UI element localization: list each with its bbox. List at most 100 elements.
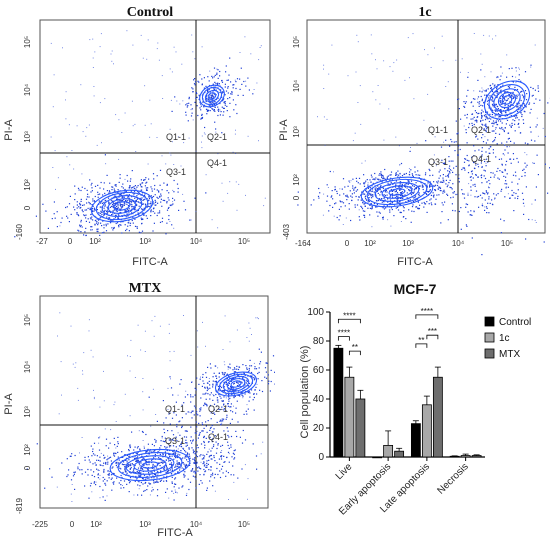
event-dot bbox=[215, 107, 216, 108]
event-dot bbox=[186, 493, 187, 494]
event-dot bbox=[96, 229, 97, 230]
event-dot bbox=[502, 85, 503, 86]
event-dot bbox=[105, 200, 106, 201]
event-dot bbox=[337, 217, 338, 218]
event-dot bbox=[264, 377, 265, 378]
event-dot bbox=[532, 162, 533, 163]
event-dot bbox=[437, 185, 438, 186]
event-dot bbox=[88, 196, 89, 197]
event-dot bbox=[211, 392, 212, 393]
event-dot bbox=[141, 35, 142, 36]
event-dot bbox=[381, 175, 382, 176]
event-dot bbox=[152, 191, 153, 192]
event-dot bbox=[131, 187, 132, 188]
event-dot bbox=[352, 193, 353, 194]
event-dot bbox=[241, 468, 242, 469]
event-dot bbox=[444, 168, 445, 169]
event-dot bbox=[229, 453, 230, 454]
event-dot bbox=[324, 116, 325, 117]
event-dot bbox=[368, 188, 369, 189]
event-dot bbox=[406, 173, 407, 174]
event-dot bbox=[100, 102, 101, 103]
event-dot bbox=[130, 477, 131, 478]
event-dot bbox=[168, 460, 169, 461]
event-dot bbox=[534, 163, 535, 164]
event-dot bbox=[266, 372, 267, 373]
event-dot bbox=[141, 183, 142, 184]
event-dot bbox=[192, 113, 193, 114]
event-dot bbox=[114, 404, 115, 405]
event-dot bbox=[91, 446, 92, 447]
event-dot bbox=[94, 208, 95, 209]
event-dot bbox=[229, 97, 230, 98]
event-dot bbox=[98, 443, 99, 444]
event-dot bbox=[481, 110, 482, 111]
event-dot bbox=[81, 469, 82, 470]
event-dot bbox=[116, 478, 117, 479]
event-dot bbox=[160, 202, 161, 203]
event-dot bbox=[233, 152, 234, 153]
event-dot bbox=[327, 196, 328, 197]
event-dot bbox=[500, 128, 501, 129]
event-dot bbox=[466, 117, 467, 118]
event-dot bbox=[467, 204, 468, 205]
event-dot bbox=[107, 462, 108, 463]
event-dot bbox=[461, 189, 462, 190]
event-dot bbox=[92, 190, 93, 191]
event-dot bbox=[363, 210, 364, 211]
event-dot bbox=[380, 185, 381, 186]
event-dot bbox=[107, 471, 108, 472]
event-dot bbox=[157, 175, 158, 176]
event-dot bbox=[219, 470, 220, 471]
event-dot bbox=[429, 185, 430, 186]
event-dot bbox=[109, 191, 110, 192]
event-dot bbox=[162, 75, 163, 76]
event-dot bbox=[135, 189, 136, 190]
event-dot bbox=[154, 336, 155, 337]
event-dot bbox=[414, 167, 415, 168]
event-dot bbox=[111, 474, 112, 475]
event-dot bbox=[501, 171, 502, 172]
x-tick: 10⁵ bbox=[501, 239, 513, 248]
event-dot bbox=[159, 212, 160, 213]
event-dot bbox=[143, 180, 144, 181]
event-dot bbox=[497, 178, 498, 179]
event-dot bbox=[103, 455, 104, 456]
event-dot bbox=[489, 148, 490, 149]
event-dot bbox=[352, 179, 353, 180]
event-dot bbox=[443, 191, 444, 192]
event-dot bbox=[81, 201, 82, 202]
event-dot bbox=[440, 182, 441, 183]
event-dot bbox=[175, 452, 176, 453]
event-dot bbox=[402, 195, 403, 196]
event-dot bbox=[333, 171, 334, 172]
event-dot bbox=[249, 397, 250, 398]
event-dot bbox=[205, 346, 206, 347]
event-dot bbox=[153, 464, 154, 465]
event-dot bbox=[380, 192, 381, 193]
event-dot bbox=[501, 189, 502, 190]
event-dot bbox=[159, 210, 160, 211]
event-dot bbox=[112, 213, 113, 214]
event-dot bbox=[135, 447, 136, 448]
event-dot bbox=[353, 189, 354, 190]
event-dot bbox=[356, 35, 357, 36]
event-dot bbox=[103, 463, 104, 464]
event-dot bbox=[225, 476, 226, 477]
event-dot bbox=[487, 117, 488, 118]
event-dot bbox=[232, 369, 233, 370]
event-dot bbox=[521, 116, 522, 117]
event-dot bbox=[130, 371, 131, 372]
event-dot bbox=[230, 423, 231, 424]
event-dot bbox=[184, 457, 185, 458]
event-dot bbox=[151, 188, 152, 189]
event-dot bbox=[142, 483, 143, 484]
event-dot bbox=[69, 203, 70, 204]
event-dot bbox=[448, 176, 449, 177]
event-dot bbox=[112, 468, 113, 469]
event-dot bbox=[195, 84, 196, 85]
event-dot bbox=[448, 182, 449, 183]
x-tick: 0 bbox=[345, 239, 350, 248]
event-dot bbox=[500, 100, 501, 101]
event-dot bbox=[105, 485, 106, 486]
